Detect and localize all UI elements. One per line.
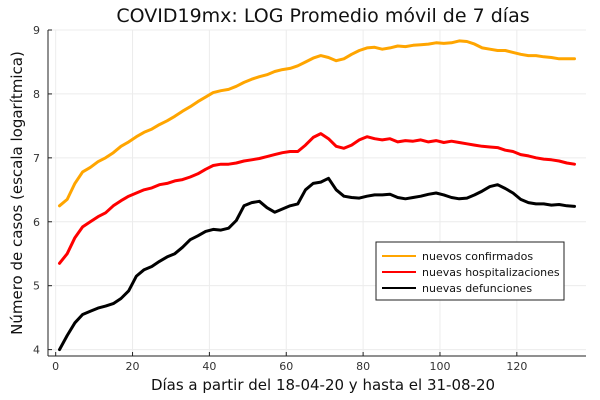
x-tick-label: 60 — [279, 360, 293, 373]
series-line-3 — [58, 176, 576, 352]
legend-label: nuevas defunciones — [422, 282, 532, 295]
series-line-1 — [58, 39, 576, 208]
x-tick-label: 120 — [506, 360, 527, 373]
y-axis-title: Número de casos (escala logarítmica) — [8, 51, 26, 335]
y-tick-label: 8 — [33, 88, 40, 101]
legend-label: nuevos confirmados — [422, 250, 533, 263]
legend-label: nuevas hospitalizaciones — [422, 266, 560, 279]
y-tick-label: 7 — [33, 152, 40, 165]
y-tick-label: 5 — [33, 280, 40, 293]
y-tick-label: 6 — [33, 216, 40, 229]
tick-labels: 0 20 40 60 80 100 120 4 5 6 7 8 9 — [33, 24, 527, 373]
x-tick-label: 0 — [52, 360, 59, 373]
y-tick-label: 9 — [33, 24, 40, 37]
series-lines — [58, 39, 576, 352]
x-axis-title: Días a partir del 18-04-20 y hasta el 31… — [151, 376, 495, 394]
x-tick-label: 80 — [356, 360, 370, 373]
grid — [48, 29, 586, 356]
legend: nuevos confirmados nuevas hospitalizacion… — [375, 241, 565, 301]
axes — [47, 29, 586, 357]
chart-title: COVID19mx: LOG Promedio móvil de 7 días — [116, 5, 529, 27]
x-tick-label: 100 — [429, 360, 450, 373]
series-line-2 — [58, 132, 576, 265]
y-tick-label: 4 — [33, 344, 40, 357]
x-tick-label: 40 — [202, 360, 216, 373]
x-tick-label: 20 — [126, 360, 140, 373]
